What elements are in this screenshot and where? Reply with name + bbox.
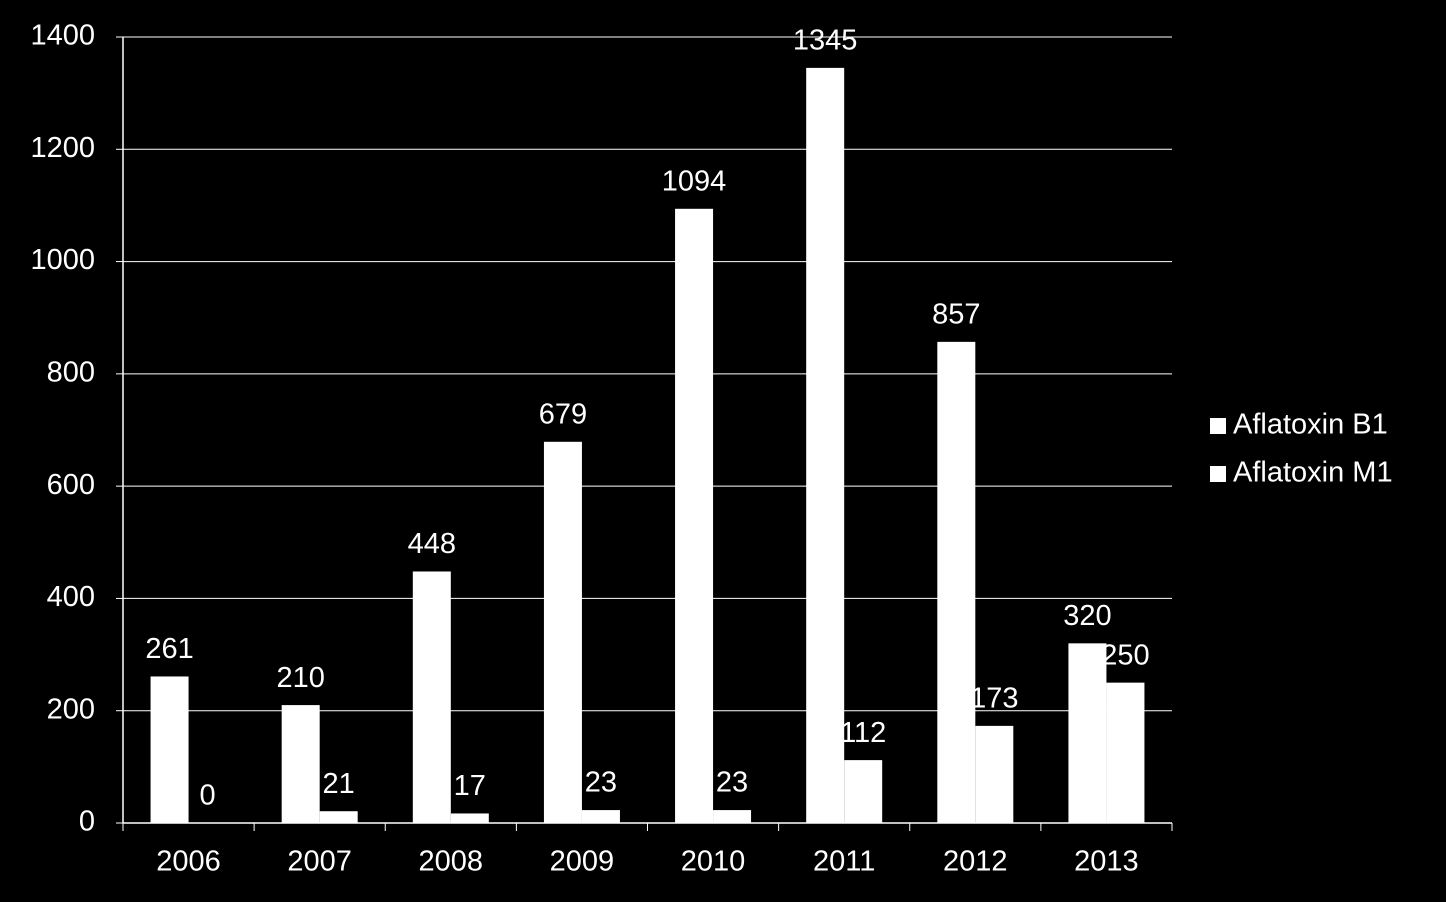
data-label: 0 (199, 780, 215, 812)
data-label: 320 (1063, 600, 1111, 632)
bar (543, 441, 582, 823)
data-label: 448 (408, 528, 456, 560)
data-label: 250 (1101, 639, 1149, 671)
bar (412, 571, 451, 823)
bar (319, 811, 358, 823)
data-label: 1094 (662, 165, 727, 197)
y-tick-label: 1400 (30, 20, 95, 52)
data-label: 23 (716, 767, 748, 799)
y-tick-label: 600 (47, 469, 95, 501)
bar (150, 676, 189, 823)
data-label: 23 (585, 767, 617, 799)
data-label: 173 (970, 683, 1018, 715)
x-tick-label: 2007 (287, 846, 352, 878)
data-label: 21 (323, 768, 355, 800)
bar (937, 341, 976, 823)
data-label: 210 (276, 662, 324, 694)
y-tick-label: 400 (47, 581, 95, 613)
x-tick-label: 2008 (419, 846, 484, 878)
x-tick-label: 2009 (550, 846, 615, 878)
data-label: 857 (932, 299, 980, 331)
data-label: 679 (539, 398, 587, 430)
x-tick-label: 2010 (681, 846, 746, 878)
data-label: 112 (840, 717, 886, 749)
x-tick-label: 2006 (156, 846, 221, 878)
y-tick-label: 1000 (30, 244, 95, 276)
bar (450, 813, 489, 823)
legend-label: Aflatoxin M1 (1233, 457, 1393, 489)
legend-swatch (1210, 466, 1226, 482)
bar (675, 208, 714, 824)
x-tick-label: 2012 (943, 846, 1008, 878)
legend-label: Aflatoxin B1 (1233, 409, 1388, 441)
x-tick-label: 2011 (813, 846, 875, 878)
bar (581, 810, 620, 823)
x-tick-label: 2013 (1074, 846, 1139, 878)
bar (281, 705, 320, 823)
bar (1106, 682, 1145, 823)
data-label: 17 (454, 770, 486, 802)
y-tick-label: 0 (79, 806, 95, 838)
y-tick-label: 1200 (30, 132, 95, 164)
y-tick-label: 800 (47, 357, 95, 389)
legend-swatch (1210, 418, 1226, 434)
data-label: 1345 (793, 25, 858, 57)
bar (1068, 643, 1107, 823)
bar (844, 760, 883, 823)
bar (713, 810, 752, 823)
data-label: 261 (145, 633, 193, 665)
bar (975, 725, 1014, 823)
y-tick-label: 200 (47, 693, 95, 725)
bar (806, 67, 845, 824)
